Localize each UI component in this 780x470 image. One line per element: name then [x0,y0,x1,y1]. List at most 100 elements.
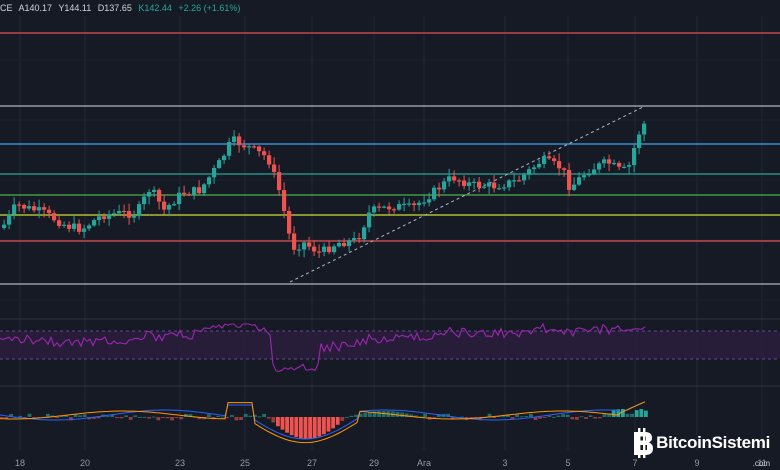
macd-histogram-bar [110,414,115,417]
macd-histogram-bar [243,413,248,417]
candle-body [462,180,467,186]
macd-histogram-bar [446,413,450,417]
macd-histogram-bar [262,413,266,417]
candle-body [442,181,447,190]
rsi-pane [0,322,780,372]
macd-histogram-bar [326,417,331,432]
macd-histogram-bar [335,417,340,425]
macd-histogram-bar [621,408,625,417]
macd-histogram-bar [317,417,322,437]
macd-histogram-bar [639,409,644,417]
macd-histogram-bar [18,415,23,417]
candle-body [572,184,577,190]
macd-histogram-bar [395,411,400,417]
candle-body [237,136,242,146]
macd-line [0,401,646,440]
macd-histogram-bar [524,416,529,418]
candle-body [582,175,587,178]
candle-body [267,155,272,165]
candle-body [57,220,62,226]
candle-body [422,202,427,204]
macd-histogram-bar [197,417,202,420]
candle-body [632,147,637,166]
macd-histogram-bar [289,417,294,436]
candle-body [207,177,212,185]
candle-body [592,169,597,175]
candle-body [342,242,347,247]
candle-body [372,206,377,213]
macd-histogram-bar [234,417,239,421]
candle-body [262,151,267,156]
high-value: Y144.11 [58,3,92,13]
macd-histogram-bar [565,414,570,417]
macd-histogram-bar [404,413,409,417]
x-axis-tick-label: 27 [307,458,317,468]
macd-histogram-bar [147,417,151,419]
candle-body [532,167,537,170]
macd-histogram-bar [46,413,50,417]
macd-histogram-bar [257,416,262,418]
candle-body [77,223,82,232]
macd-histogram-bar [561,414,565,417]
candle-body [607,159,612,164]
candle-body [32,206,37,211]
signal-line [0,401,646,444]
macd-histogram-bar [271,417,276,423]
x-axis-tick-label: 29 [369,458,379,468]
macd-histogram-bar [50,415,55,417]
candle-body [402,203,407,205]
candle-body [202,184,207,194]
macd-histogram-bar [73,414,78,417]
macd-histogram-bar [96,417,101,419]
candle-body [287,210,292,234]
macd-histogram-bar [151,416,156,418]
low-value: D137.65 [97,3,132,13]
macd-histogram-bar [322,417,326,435]
candle-body [557,161,562,169]
candle-body [212,167,217,178]
macd-histogram-bar [579,416,584,418]
candle-body [122,210,127,213]
macd-pane [0,401,648,444]
candle-body [337,242,342,247]
macd-histogram-bar [0,417,4,419]
candle-body [37,207,42,211]
macd-histogram-bar [510,417,515,419]
candle-body [627,165,632,167]
candle-body [472,181,477,183]
candle-body [492,182,497,189]
macd-histogram-bar [179,417,184,420]
macd-histogram-bar [133,415,138,417]
macd-histogram-bar [216,415,220,417]
candle-body [282,190,287,211]
candle-body [217,160,222,168]
change-value: +2.26 (+1.61%) [178,3,241,13]
macd-histogram-bar [161,417,165,418]
candle-body [92,220,97,226]
candle-body [432,187,437,200]
candle-body [332,246,337,253]
candle-body [642,123,647,135]
candle-body [152,189,157,192]
macd-histogram-bar [174,417,179,418]
candle-body [117,210,122,214]
candle-body [82,228,87,232]
brand-domain: .com [752,459,770,468]
macd-histogram-bar [381,411,386,417]
macd-histogram-bar [115,417,119,419]
macd-histogram-bar [294,417,299,438]
macd-histogram-bar [266,417,271,419]
macd-histogram-bar [372,411,377,417]
rsi-band [0,331,780,359]
candle-body [302,242,307,250]
macd-histogram-bar [340,417,345,421]
macd-histogram-bar [487,413,492,417]
macd-histogram-bar [533,417,538,421]
candle-body [317,251,322,253]
candle-body [347,240,352,247]
symbol-label: CE [0,3,13,13]
candlestick-series [2,120,647,258]
trendline [289,105,646,283]
